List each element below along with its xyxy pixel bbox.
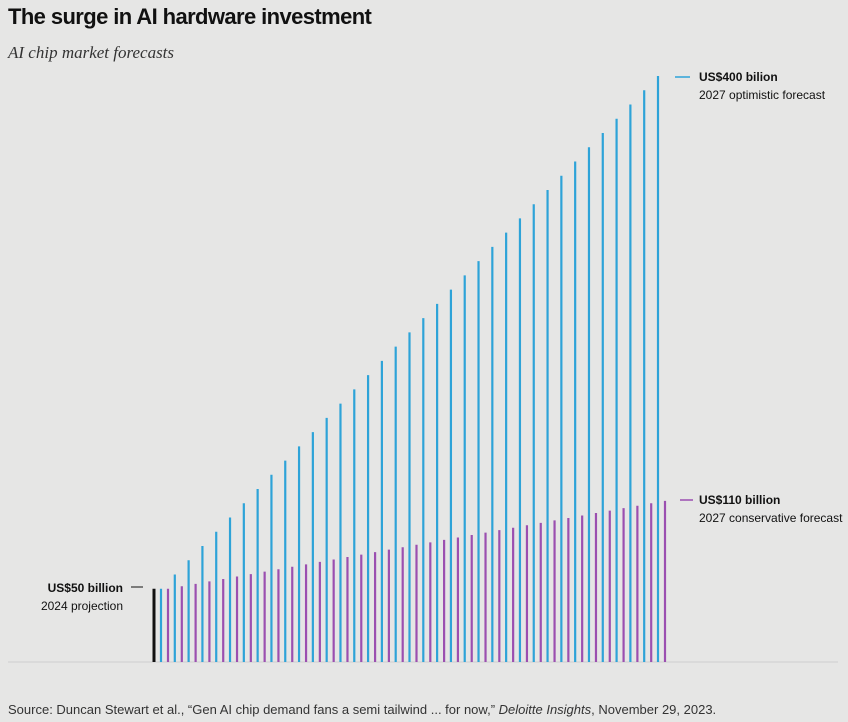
chart-title: The surge in AI hardware investment <box>8 4 372 29</box>
source-publication: Deloitte Insights <box>498 702 592 717</box>
optimistic-label: US$400 bilion <box>699 70 778 84</box>
conservative-label: US$110 billion <box>699 493 780 507</box>
source-prefix: Source: Duncan Stewart et al., “Gen AI c… <box>8 702 499 717</box>
source-note: Source: Duncan Stewart et al., “Gen AI c… <box>8 702 716 717</box>
chart-subtitle: AI chip market forecasts <box>8 43 175 62</box>
bar-group <box>152 76 667 662</box>
chart: US$50 billion 2024 projection US$400 bil… <box>8 70 843 663</box>
start-label: US$50 billion <box>48 581 123 595</box>
source-suffix: , November 29, 2023. <box>591 702 717 717</box>
optimistic-sublabel: 2027 optimistic forecast <box>699 88 826 102</box>
conservative-sublabel: 2027 conservative forecast <box>699 511 843 525</box>
start-sublabel: 2024 projection <box>41 599 123 613</box>
